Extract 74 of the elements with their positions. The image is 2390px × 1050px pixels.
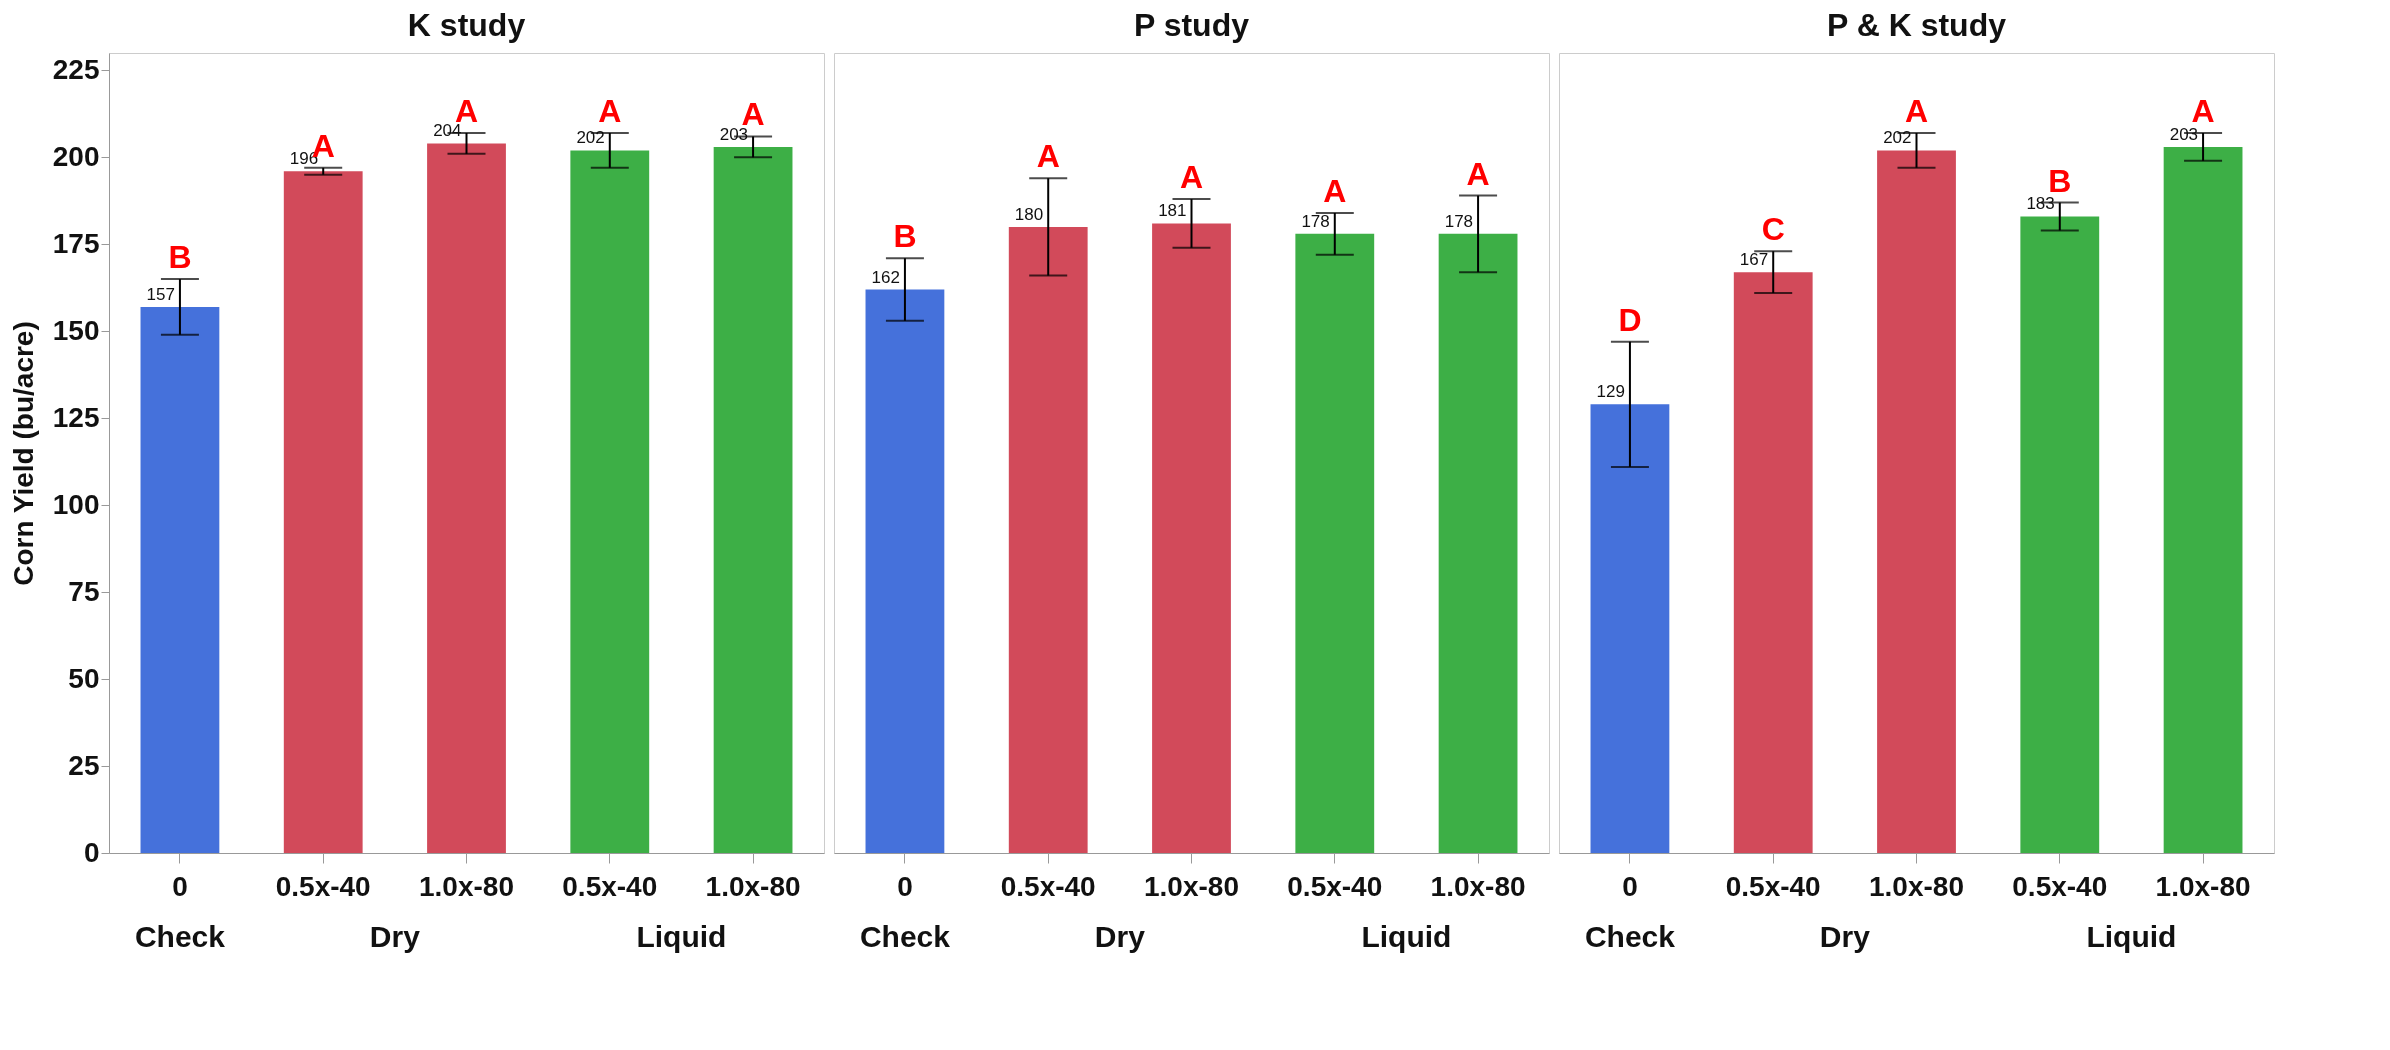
data-label: 178	[1301, 211, 1330, 231]
annotation: A	[598, 93, 622, 129]
y-tick-label: 125	[52, 401, 100, 433]
y-tick-label: 175	[52, 227, 100, 259]
annotation: A	[1323, 173, 1347, 209]
data-label: 180	[1014, 204, 1044, 224]
bar	[140, 306, 220, 853]
annotation: D	[1618, 301, 1642, 338]
annotation: A	[1179, 159, 1204, 196]
y-axis-title: Corn Yield (bu/acre)	[7, 321, 39, 586]
bar	[2163, 146, 2243, 853]
y-tick-label: 75	[68, 575, 100, 607]
chart-title: P & K study	[1827, 7, 2007, 43]
x-tick-label: 1.0x-80	[1144, 870, 1239, 902]
data-label: 157	[146, 284, 175, 304]
bar	[2020, 216, 2100, 853]
bar	[1295, 233, 1375, 853]
bar	[1877, 150, 1956, 853]
text: Dry	[1094, 920, 1146, 953]
data-label: 178	[1444, 211, 1474, 231]
y-tick-label: 225	[52, 53, 100, 85]
chart-title: K study	[407, 7, 526, 43]
bar	[570, 150, 650, 853]
y-tick-label: 25	[68, 749, 100, 781]
y-tick-label: 50	[68, 662, 100, 694]
bar	[1438, 233, 1518, 853]
data-label: 181	[1158, 201, 1187, 221]
x-tick-label: 0	[897, 870, 913, 902]
x-tick-label: 0.5x-40	[1725, 870, 1821, 902]
x-tick-label: 0	[172, 870, 188, 902]
x-tick-label: 1.0x-80	[1430, 870, 1526, 902]
x-tick-label: 0.5x-40	[2012, 870, 2108, 902]
text: Dry	[369, 920, 421, 953]
annotation: C	[1761, 211, 1785, 248]
data-label: 202	[576, 128, 605, 148]
x-tick-label: 1.0x-80	[419, 870, 514, 902]
x-tick-label: 0.5x-40	[562, 870, 658, 902]
annotation: A	[1466, 155, 1490, 192]
text: Check	[134, 920, 226, 953]
data-label: 202	[1883, 128, 1912, 148]
annotation: B	[893, 218, 917, 255]
text: Check	[1584, 920, 1676, 953]
data-label: 162	[871, 267, 900, 287]
bar	[1733, 272, 1813, 853]
data-label: 167	[1739, 250, 1769, 270]
text: Check	[859, 920, 951, 953]
annotation: A	[1036, 138, 1060, 175]
annotation: A	[1904, 93, 1929, 129]
x-tick-label: 0.5x-40	[1000, 870, 1096, 902]
bar	[1590, 404, 1670, 853]
annotation: B	[168, 239, 192, 276]
bar	[865, 289, 945, 853]
x-tick-label: 0	[1622, 870, 1638, 902]
x-tick-label: 1.0x-80	[1869, 870, 1964, 902]
text: Liquid	[2086, 920, 2177, 953]
x-tick-label: 1.0x-80	[705, 870, 801, 902]
text: Liquid	[1361, 920, 1452, 953]
y-tick-label: 200	[52, 140, 100, 172]
y-tick-label: 100	[52, 488, 100, 520]
bar	[1008, 226, 1088, 853]
text: Liquid	[636, 920, 727, 953]
x-tick-label: 0.5x-40	[275, 870, 371, 902]
chart-title: P study	[1134, 7, 1250, 43]
bar	[713, 146, 793, 853]
text: Dry	[1819, 920, 1871, 953]
data-label: 129	[1596, 382, 1625, 402]
bar	[283, 171, 363, 853]
bar	[427, 143, 506, 853]
y-tick-label: 150	[52, 314, 100, 346]
x-tick-label: 0.5x-40	[1287, 870, 1383, 902]
bar	[1152, 223, 1231, 853]
x-tick-label: 1.0x-80	[2155, 870, 2251, 902]
y-tick-label: 0	[83, 836, 100, 868]
data-label: 183	[2026, 194, 2055, 214]
